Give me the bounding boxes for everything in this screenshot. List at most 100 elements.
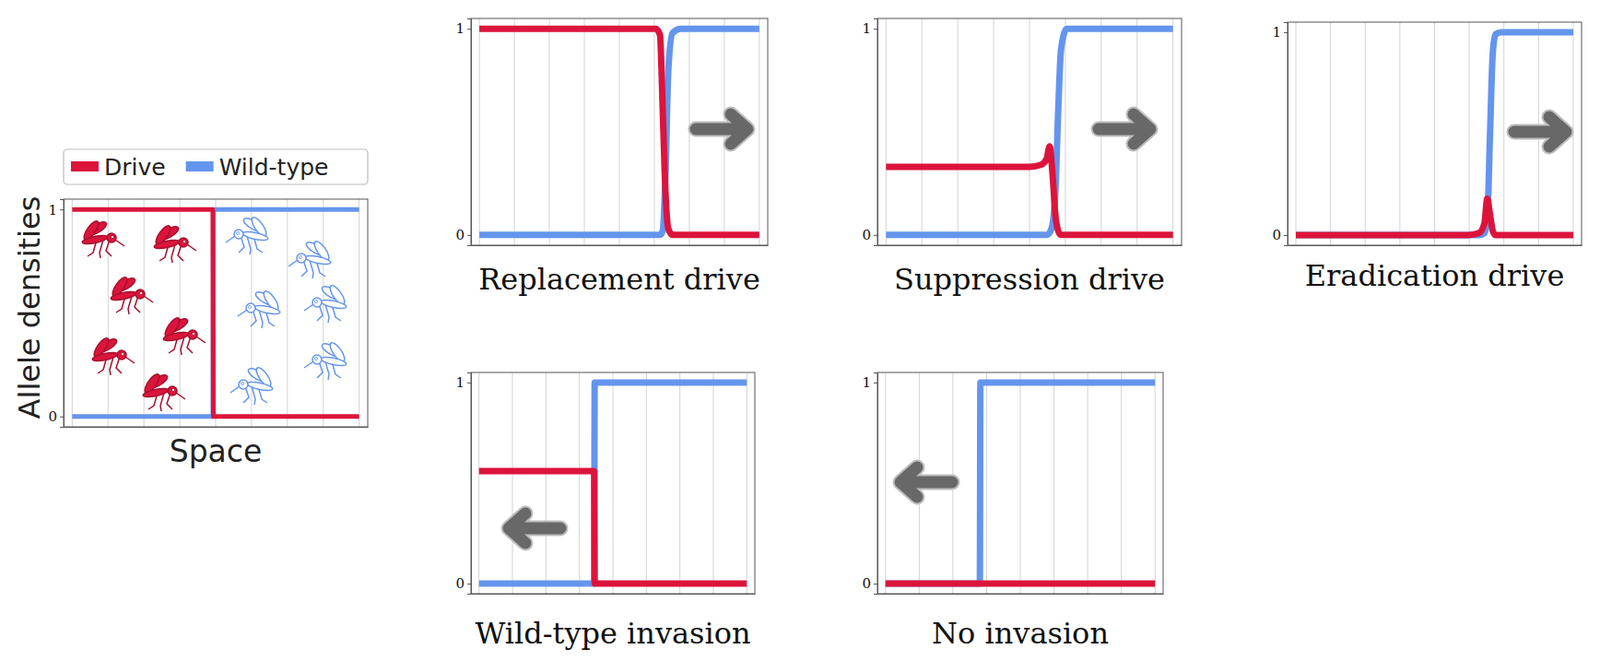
mosquito-body <box>163 330 190 343</box>
arrow-body <box>508 513 561 543</box>
mosquito-head <box>312 354 322 365</box>
mosquito-proboscis <box>196 336 206 343</box>
mosquito-body <box>82 234 109 247</box>
y-tick-label: 0 <box>861 226 871 244</box>
mosquito-leg <box>251 386 256 405</box>
panel-title: Eradication drive <box>1305 258 1565 294</box>
panel: 01 <box>47 199 368 428</box>
arrow-body <box>900 467 953 497</box>
y-tick-mark <box>1283 32 1288 34</box>
series-line <box>479 28 760 236</box>
grid-line <box>1087 372 1089 594</box>
y-tick-mark <box>59 416 64 418</box>
arrow-outline <box>1514 117 1566 147</box>
y-tick-label: 1 <box>47 201 58 219</box>
grid-line <box>646 372 648 594</box>
y-tick: 1 <box>455 20 471 37</box>
mosquito-proboscis <box>288 259 298 267</box>
series-line <box>885 580 1155 588</box>
mosquito-body <box>320 298 348 311</box>
grid-line <box>1053 372 1055 594</box>
plot-frame <box>470 372 755 594</box>
mosquito-eye <box>182 239 186 243</box>
y-axis: 01 <box>455 373 471 595</box>
y-tick-mark <box>873 235 878 236</box>
grid-line <box>514 18 516 246</box>
x-axis-line <box>878 245 1183 247</box>
y-tick-mark <box>873 28 878 30</box>
mosquito-proboscis <box>304 304 314 311</box>
legend-box <box>63 149 368 185</box>
panel: 01 <box>861 372 1164 595</box>
mosquito-body <box>153 238 181 251</box>
mosquito-eye <box>235 231 239 235</box>
direction-arrow <box>1514 117 1566 147</box>
y-axis: 01 <box>861 373 878 595</box>
series-line <box>479 28 760 236</box>
mosquito-head <box>296 253 306 263</box>
legend-label: Drive <box>104 153 166 181</box>
mosquito-icon <box>304 341 348 380</box>
y-tick: 1 <box>47 201 64 219</box>
mosquito-leg <box>160 392 165 412</box>
arrow-outline <box>1098 114 1151 144</box>
mosquito-proboscis <box>187 244 197 251</box>
y-tick: 1 <box>861 374 878 391</box>
mosquito-body <box>110 290 138 303</box>
grid-line <box>479 18 481 246</box>
plot-area <box>479 382 748 584</box>
legend-swatch <box>186 161 214 172</box>
series-line <box>71 209 359 417</box>
plot-area <box>479 28 760 236</box>
grid-line <box>1295 22 1297 246</box>
y-tick-mark <box>467 382 471 384</box>
mosquito-proboscis <box>237 309 248 317</box>
legend-label: Wild-type <box>219 153 330 181</box>
series-line <box>1295 32 1574 236</box>
panel: 01 <box>455 372 755 595</box>
mosquito-head <box>167 386 177 396</box>
panel: 01 <box>1271 22 1582 247</box>
plot-frame <box>877 18 1182 246</box>
grid-line <box>1329 22 1331 246</box>
grid-line <box>512 372 514 594</box>
legend: Drive Wild-type <box>63 149 368 185</box>
grid-line <box>921 18 923 246</box>
mosquito-head <box>234 229 244 239</box>
mosquito-icon <box>81 219 125 259</box>
y-tick-label: 0 <box>455 575 465 592</box>
y-tick: 0 <box>455 575 471 592</box>
mosquito-proboscis <box>176 392 186 400</box>
panel: 01 <box>861 18 1182 247</box>
y-tick: 0 <box>1271 226 1288 244</box>
grid-line <box>986 372 988 594</box>
grid-line <box>584 18 586 246</box>
y-tick: 0 <box>47 408 64 425</box>
direction-arrow <box>508 513 561 543</box>
x-axis-line <box>64 426 369 428</box>
grid-line <box>993 18 995 246</box>
mosquito-head <box>178 237 189 248</box>
series-line <box>885 146 1173 236</box>
mosquito-body <box>320 355 348 368</box>
mosquito-eye <box>110 235 114 238</box>
grid-line <box>322 199 324 427</box>
panel-title: Wild-type invasion <box>474 615 751 651</box>
mosquito-head <box>117 350 127 360</box>
y-tick: 1 <box>1271 23 1288 41</box>
mosquito-head <box>135 289 145 299</box>
plot-area <box>885 382 1155 584</box>
y-axis-line <box>467 373 472 595</box>
grid-line <box>758 18 760 246</box>
y-axis-line <box>1283 23 1289 247</box>
y-axis-line <box>467 19 472 247</box>
grid-line <box>1154 372 1156 594</box>
grid-line <box>1172 18 1174 246</box>
mosquito-eye <box>247 305 251 308</box>
grid-line <box>746 372 748 594</box>
x-axis <box>878 245 1183 248</box>
grid-line <box>545 372 547 594</box>
mosquito-head <box>312 297 322 307</box>
plot-area <box>885 28 1173 236</box>
grid-line <box>1064 18 1066 246</box>
